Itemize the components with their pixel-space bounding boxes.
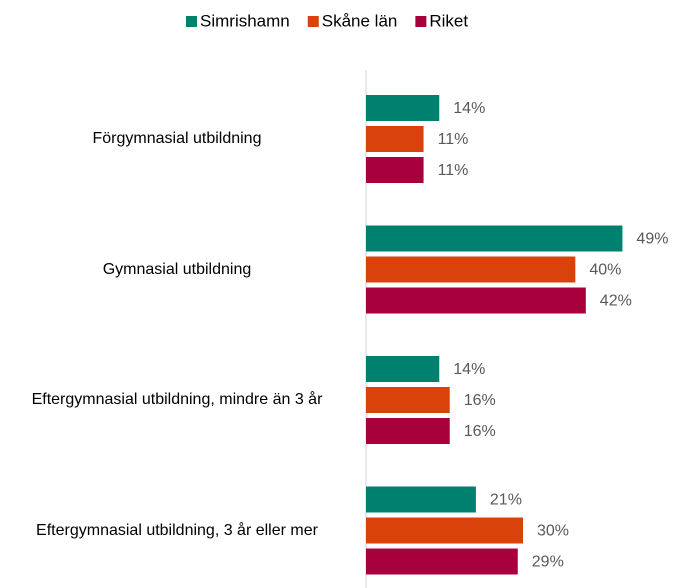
- legend-label: Simrishamn: [200, 11, 290, 30]
- value-label: 49%: [636, 231, 668, 248]
- category-label: Eftergymnasial utbildning, 3 år eller me…: [36, 521, 318, 539]
- value-label: 14%: [453, 100, 485, 117]
- legend-label: Skåne län: [322, 11, 398, 30]
- bar: [366, 418, 450, 444]
- value-label: 14%: [453, 361, 485, 378]
- value-label: 11%: [438, 131, 469, 148]
- bar: [366, 356, 440, 382]
- bar: [366, 517, 523, 544]
- category-label: Eftergymnasial utbildning, mindre än 3 å…: [31, 391, 323, 408]
- value-label: 16%: [464, 392, 496, 409]
- legend-label: Riket: [429, 11, 468, 30]
- value-label: 21%: [490, 492, 522, 509]
- value-label: 42%: [600, 293, 632, 310]
- bar: [366, 126, 424, 152]
- bar: [366, 387, 450, 413]
- value-label: 16%: [464, 423, 496, 440]
- bar: [366, 287, 586, 314]
- bar: [366, 486, 476, 513]
- bar: [366, 157, 424, 183]
- bar: [366, 256, 576, 283]
- bar: [366, 548, 518, 575]
- value-label: 30%: [537, 523, 569, 540]
- category-label: Gymnasial utbildning: [102, 260, 252, 278]
- bar: [366, 95, 440, 121]
- value-label: 40%: [589, 262, 621, 279]
- value-label: 11%: [438, 162, 469, 179]
- category-label: Förgymnasial utbildning: [92, 130, 262, 147]
- legend-swatch: [186, 16, 197, 27]
- legend-swatch: [307, 16, 319, 27]
- value-label: 29%: [532, 554, 564, 571]
- bar: [366, 225, 623, 252]
- legend-swatch: [415, 16, 427, 27]
